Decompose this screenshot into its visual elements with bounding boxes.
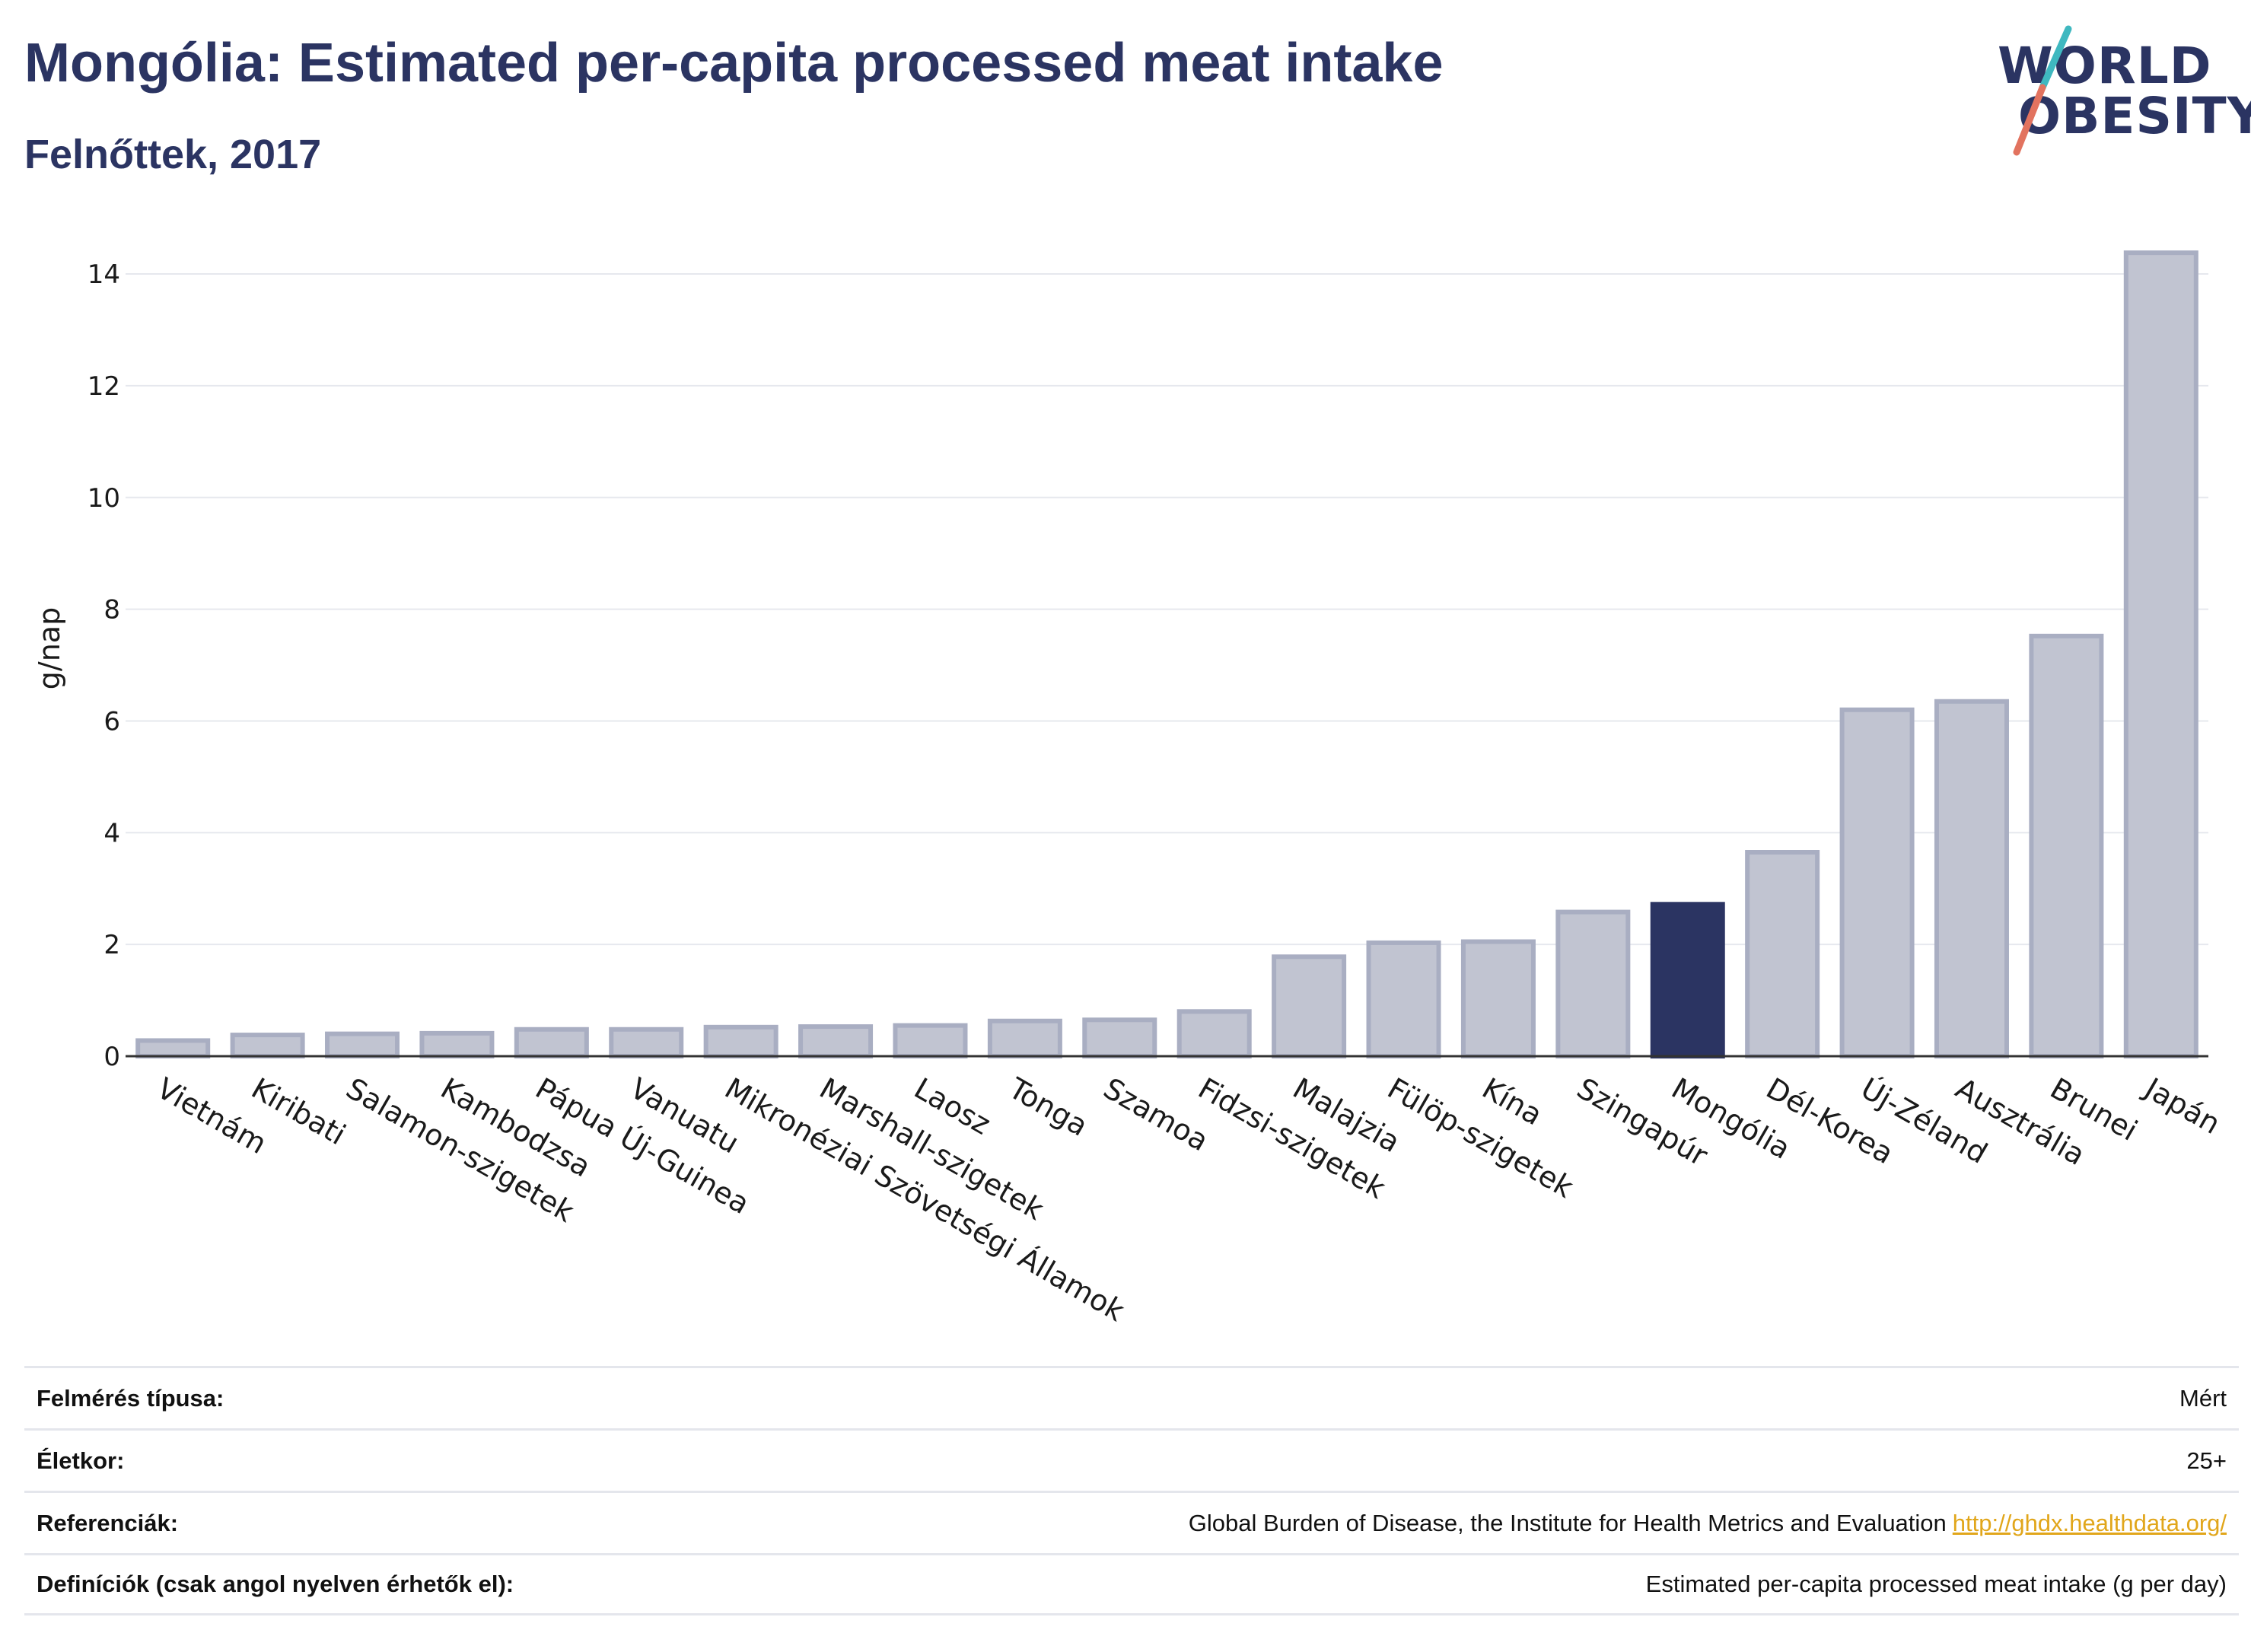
bar-dél-korea[interactable]	[1745, 850, 1820, 1058]
y-axis-ticks: 0 2 4 6 8 10 12 14	[88, 259, 120, 1072]
bar-marshall-szigetek[interactable]	[798, 1024, 874, 1059]
bar-malajzia[interactable]	[1272, 954, 1347, 1058]
y-tick-label: 2	[103, 930, 120, 960]
y-tick-label: 12	[88, 371, 120, 402]
chart-title: Mongólia: Estimated per-capita processed…	[24, 33, 1444, 94]
x-tick-label: Japán	[2138, 1071, 2227, 1141]
logo-slash-icon	[2013, 25, 2072, 156]
x-axis-ticks: VietnámKiribatiSalamon-szigetekKambodzsa…	[151, 1071, 2226, 1328]
bar-kambodzsa[interactable]	[419, 1030, 495, 1058]
bar-fülöp-szigetek[interactable]	[1366, 940, 1441, 1059]
bar-fidzsi-szigetek[interactable]	[1176, 1009, 1252, 1058]
y-tick-label: 4	[103, 818, 120, 848]
bar-pápua-új-guinea[interactable]	[514, 1027, 589, 1058]
info-value: Estimated per-capita processed meat inta…	[1645, 1571, 2227, 1597]
bar-japán[interactable]	[2123, 250, 2198, 1058]
y-tick-label: 6	[103, 706, 120, 737]
bar-kiribati[interactable]	[230, 1033, 305, 1059]
info-label: Felmérés típusa:	[37, 1384, 224, 1412]
x-tick-label: Szamoa	[1098, 1071, 1215, 1158]
bar-vietnám[interactable]	[135, 1038, 211, 1058]
bars	[135, 250, 2198, 1059]
bar-szingapúr[interactable]	[1555, 909, 1631, 1058]
y-tick-label: 8	[103, 595, 120, 625]
bar-tonga[interactable]	[987, 1018, 1062, 1058]
info-label: Definíciók (csak angol nyelven érhetők e…	[37, 1571, 514, 1597]
info-table: Felmérés típusa: Mért Életkor: 25+ Refer…	[24, 1366, 2239, 1615]
y-tick-label: 14	[88, 259, 120, 290]
info-value: Mért	[2179, 1384, 2227, 1412]
info-label: Életkor:	[37, 1447, 125, 1474]
world-obesity-logo[interactable]: WORLD OBESITY	[1979, 15, 2251, 167]
bar-salamon-szigetek[interactable]	[325, 1031, 400, 1058]
y-tick-label: 10	[88, 483, 120, 514]
bar-szamoa[interactable]	[1082, 1017, 1157, 1058]
x-tick-label: Fülöp-szigetek	[1382, 1071, 1579, 1205]
info-label: Referenciák:	[37, 1509, 179, 1536]
info-row-survey-type: Felmérés típusa: Mért	[24, 1366, 2239, 1428]
info-value: 25+	[2186, 1447, 2227, 1474]
logo-line-obesity: OBESITY	[2018, 87, 2251, 145]
logo-line-world: WORLD	[1998, 37, 2212, 95]
y-axis-label: g/nap	[33, 607, 66, 689]
bar-vanuatu[interactable]	[609, 1027, 684, 1058]
info-value: Global Burden of Disease, the Institute …	[1189, 1510, 2227, 1537]
bar-ausztrália[interactable]	[1934, 699, 2009, 1058]
info-row-references: Referenciák: Global Burden of Disease, t…	[24, 1491, 2239, 1553]
bar-chart: 0 2 4 6 8 10 12 14 VietnámKiribatiSalamon-szige…	[33, 250, 2226, 1328]
info-row-definitions: Definíciók (csak angol nyelven érhetők e…	[24, 1553, 2239, 1615]
bar-kína[interactable]	[1460, 939, 1536, 1059]
chart-subtitle: Felnőttek, 2017	[24, 132, 322, 177]
bar-mongólia[interactable]	[1650, 902, 1725, 1058]
bar-új-zéland[interactable]	[1839, 707, 1915, 1059]
x-tick-label: Tonga	[1003, 1071, 1094, 1142]
bar-laosz[interactable]	[893, 1023, 968, 1059]
y-tick-label: 0	[103, 1042, 120, 1072]
bar-brunei[interactable]	[2029, 633, 2104, 1058]
bar-mikronéziai-szövetségi-államok[interactable]	[703, 1024, 778, 1059]
reference-link[interactable]: http://ghdx.healthdata.org/	[1952, 1509, 2227, 1536]
reference-text: Global Burden of Disease, the Institute …	[1188, 1509, 1947, 1536]
info-row-age: Életkor: 25+	[24, 1428, 2239, 1491]
